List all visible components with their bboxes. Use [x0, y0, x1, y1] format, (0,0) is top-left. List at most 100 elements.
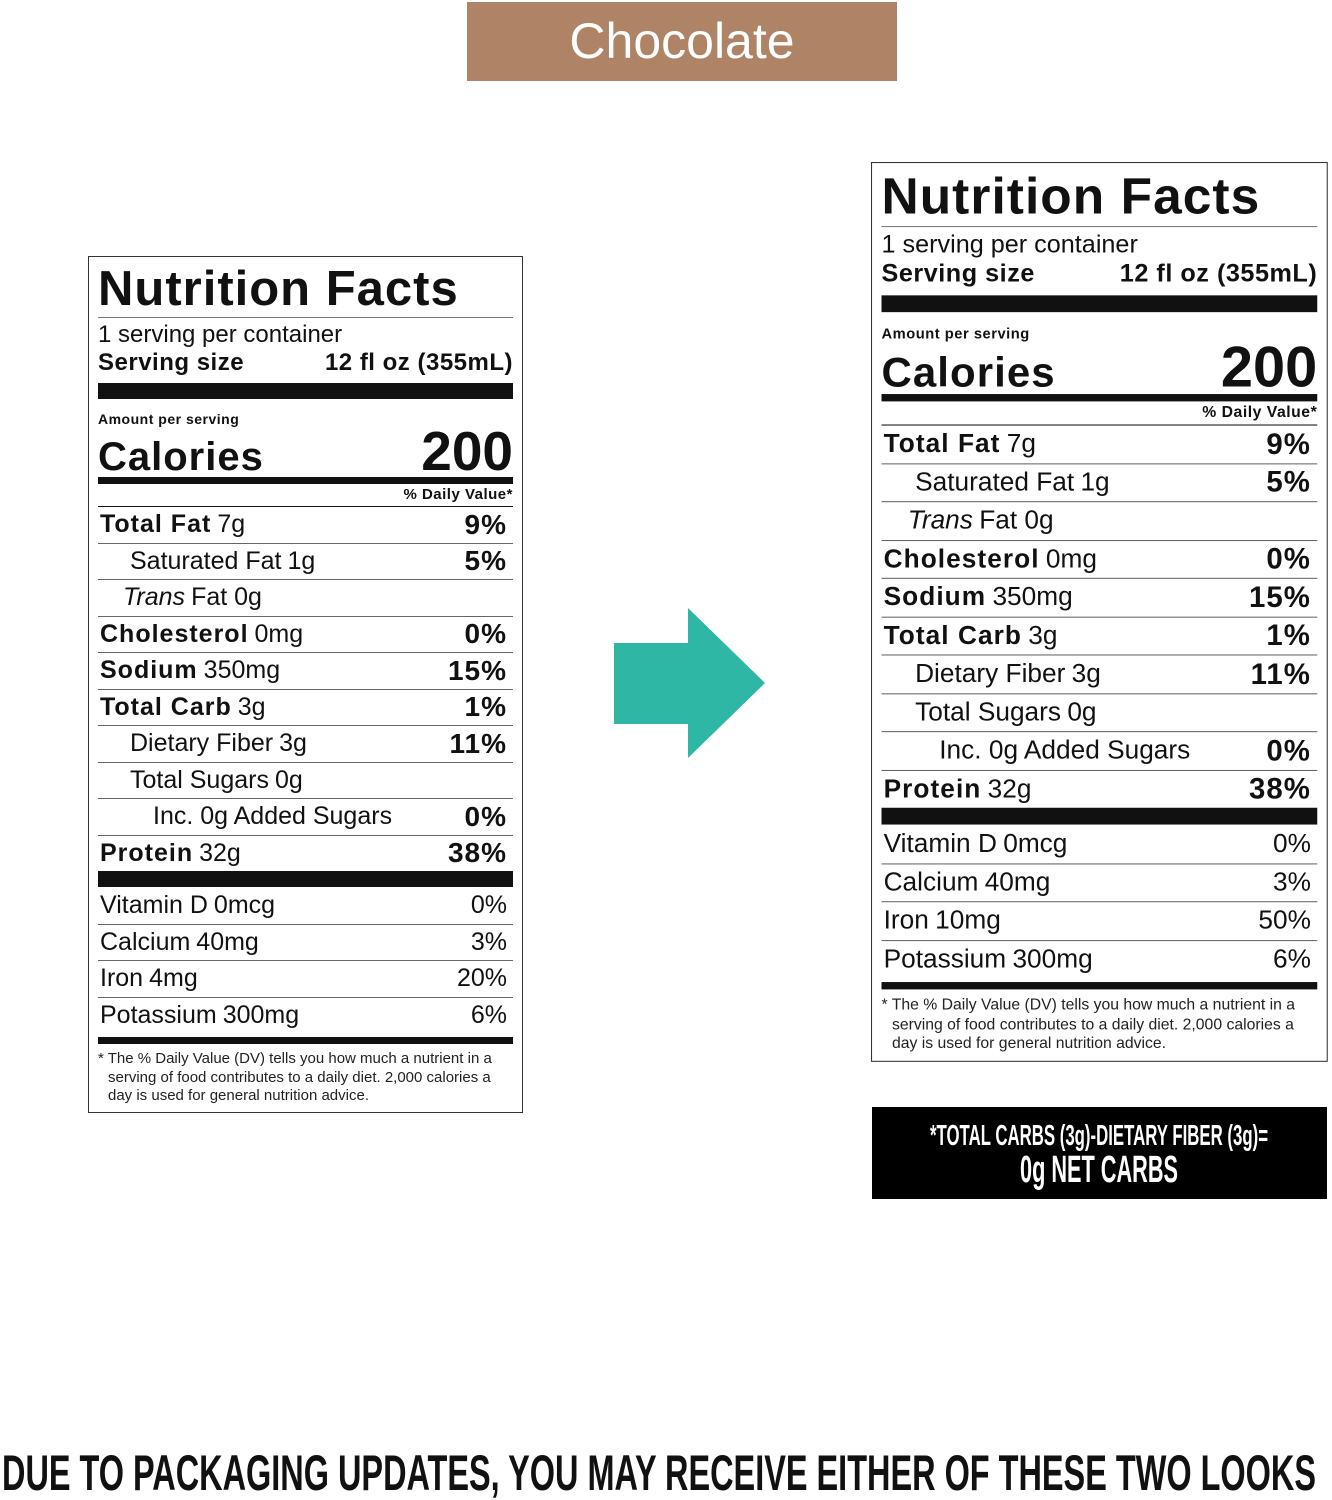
calories-value: 200 [1220, 334, 1318, 400]
nutrient-row: Protein 32g 38% [881, 769, 1318, 807]
title-row: Nutrition Facts [98, 261, 513, 318]
nutrient-cell: Cholesterol 0mg [884, 544, 1097, 574]
nutrient-dv: 0% [1266, 733, 1311, 767]
nutrient-row: Total Fat 7g 9% [881, 424, 1318, 463]
vitamin-dv: 0% [1273, 828, 1311, 858]
nutrient-row: Total Sugars 0g [98, 761, 513, 799]
vitamin-amount: 40mg [196, 927, 259, 956]
nutrient-dv: 9% [1266, 427, 1311, 460]
nutrient-amount: 3g [237, 692, 266, 721]
nutrient-row: Cholesterol 0mg 0% [881, 539, 1318, 577]
vitamin-row: Potassium 300mg 6% [881, 939, 1318, 978]
nutrient-dv: 15% [1248, 580, 1311, 614]
vitamin-dv: 6% [470, 1000, 507, 1029]
nutrient-dv: 0% [1266, 542, 1311, 575]
nutrient-cell: Total Carb 3g [884, 621, 1058, 651]
footnote-row: * The % Daily Value (DV) tells you how m… [882, 996, 1318, 1054]
daily-value-header: % Daily Value* [1202, 403, 1318, 422]
nutrient-amount: 1g [287, 546, 316, 575]
nutrient-name: Inc. 0g Added Sugars [153, 802, 393, 831]
nutrient-amount: 3g [279, 729, 307, 758]
nutrient-cell: Sodium 350mg [884, 582, 1073, 612]
nutrient-cell: Saturated Fat 1g [130, 547, 315, 576]
nutrient-dv: 1% [464, 691, 507, 723]
vitamin-amount: 300mg [222, 1000, 300, 1029]
nutrient-amount: 3g [1028, 620, 1058, 650]
divider [881, 807, 1318, 825]
nutrient-name: Dietary Fiber [915, 658, 1066, 689]
nutrient-row: Saturated Fat 1g 5% [98, 542, 513, 580]
nutrient-cell: Trans Fat 0g [123, 583, 262, 612]
divider [98, 1037, 513, 1044]
net-carbs-result: 0g NET CARBS [1020, 1149, 1178, 1191]
nutrient-name: Trans [907, 505, 973, 536]
vitamin-name: Potassium [883, 943, 1007, 974]
nutrient-amount: 0g [1067, 697, 1097, 727]
net-carbs-box [872, 1107, 1327, 1199]
vitamin-amount: 10mg [935, 905, 1001, 936]
vitamin-row: Vitamin D 0mcg 0% [98, 887, 513, 924]
nutrient-name: Protein [883, 773, 982, 804]
nutrient-name: Total Carb [100, 692, 232, 721]
nutrient-dv: 38% [447, 837, 507, 869]
nutrient-cell: Protein 32g [100, 839, 241, 868]
divider [881, 295, 1318, 313]
nutrient-dv: 15% [447, 654, 507, 686]
serving-size-value: 12 fl oz (355mL) [1119, 259, 1318, 288]
vitamin-amount: 300mg [1012, 943, 1093, 974]
nutrient-name: Saturated Fat [915, 467, 1075, 497]
vitamin-amount: 0mcg [213, 890, 276, 919]
serving-size-label: Serving size [881, 259, 1035, 288]
vitamin-row: Iron 4mg 20% [98, 960, 513, 997]
nutrient-cell: Total Fat 7g [100, 510, 245, 539]
servings-row: 1 serving per container [98, 320, 513, 349]
nutrition-label: Nutrition Facts 1 serving per container Se… [88, 256, 523, 1113]
nutrient-row: Dietary Fiber 3g 11% [881, 654, 1318, 692]
nutrient-dv: 1% [1266, 619, 1311, 652]
vitamin-row: Calcium 40mg 3% [881, 862, 1318, 901]
servings: 1 serving per container [881, 230, 1138, 259]
calories-label: Calories [881, 349, 1056, 397]
nutrient-dv: 11% [449, 727, 507, 759]
vitamin-amount: 4mg [149, 964, 198, 993]
vitamin-name: Vitamin D [100, 890, 208, 919]
nutrient-name: Total Fat [883, 428, 1001, 459]
nutrient-dv: 0% [464, 618, 507, 650]
divider [98, 871, 513, 887]
nutrient-name: Cholesterol [883, 543, 1040, 574]
nutrient-amount: 1g [1080, 467, 1110, 497]
vitamin-cell: Vitamin D 0mcg [884, 828, 1068, 858]
vitamin-name: Iron [883, 905, 929, 936]
vitamin-cell: Potassium 300mg [884, 944, 1093, 974]
serving-size-value: 12 fl oz (355mL) [324, 349, 513, 376]
vitamin-amount: 40mg [984, 867, 1051, 897]
vitamin-cell: Iron 4mg [100, 964, 198, 993]
nutrient-cell: Total Sugars 0g [915, 697, 1096, 727]
vitamin-amount: 0mcg [1003, 828, 1068, 858]
calories-value: 200 [421, 420, 513, 482]
vitamin-row: Calcium 40mg 3% [98, 923, 513, 961]
amount-row: Amount per serving [882, 325, 1318, 342]
amount-per-serving: Amount per serving [881, 324, 1030, 342]
nutrient-dv: 9% [464, 508, 507, 540]
nutrient-cell: Dietary Fiber 3g [915, 659, 1101, 689]
vitamin-cell: Potassium 300mg [100, 1001, 299, 1030]
nutrient-dv: 11% [1250, 657, 1311, 690]
footer-notice: DUE TO PACKAGING UPDATES, YOU MAY RECEIV… [2, 1445, 1316, 1500]
nutrient-name: Sodium [100, 656, 198, 685]
title: Nutrition Facts [98, 262, 459, 316]
footnote: * The % Daily Value (DV) tells you how m… [881, 995, 1295, 1053]
vitamin-name: Potassium [100, 1000, 217, 1029]
nutrient-row: Sodium 350mg 15% [98, 652, 513, 689]
nutrient-name: Total Sugars [130, 765, 269, 794]
vitamin-dv: 3% [1273, 867, 1311, 897]
nutrient-name: Cholesterol [100, 619, 249, 648]
nutrient-cell: Saturated Fat 1g [915, 467, 1110, 497]
arrow [614, 608, 765, 758]
nutrient-cell: Dietary Fiber 3g [130, 729, 307, 758]
divider [98, 383, 513, 399]
divider [881, 982, 1318, 990]
nutrient-dv: 0% [464, 800, 507, 832]
nutrient-row: Total Carb 3g 1% [98, 688, 513, 726]
